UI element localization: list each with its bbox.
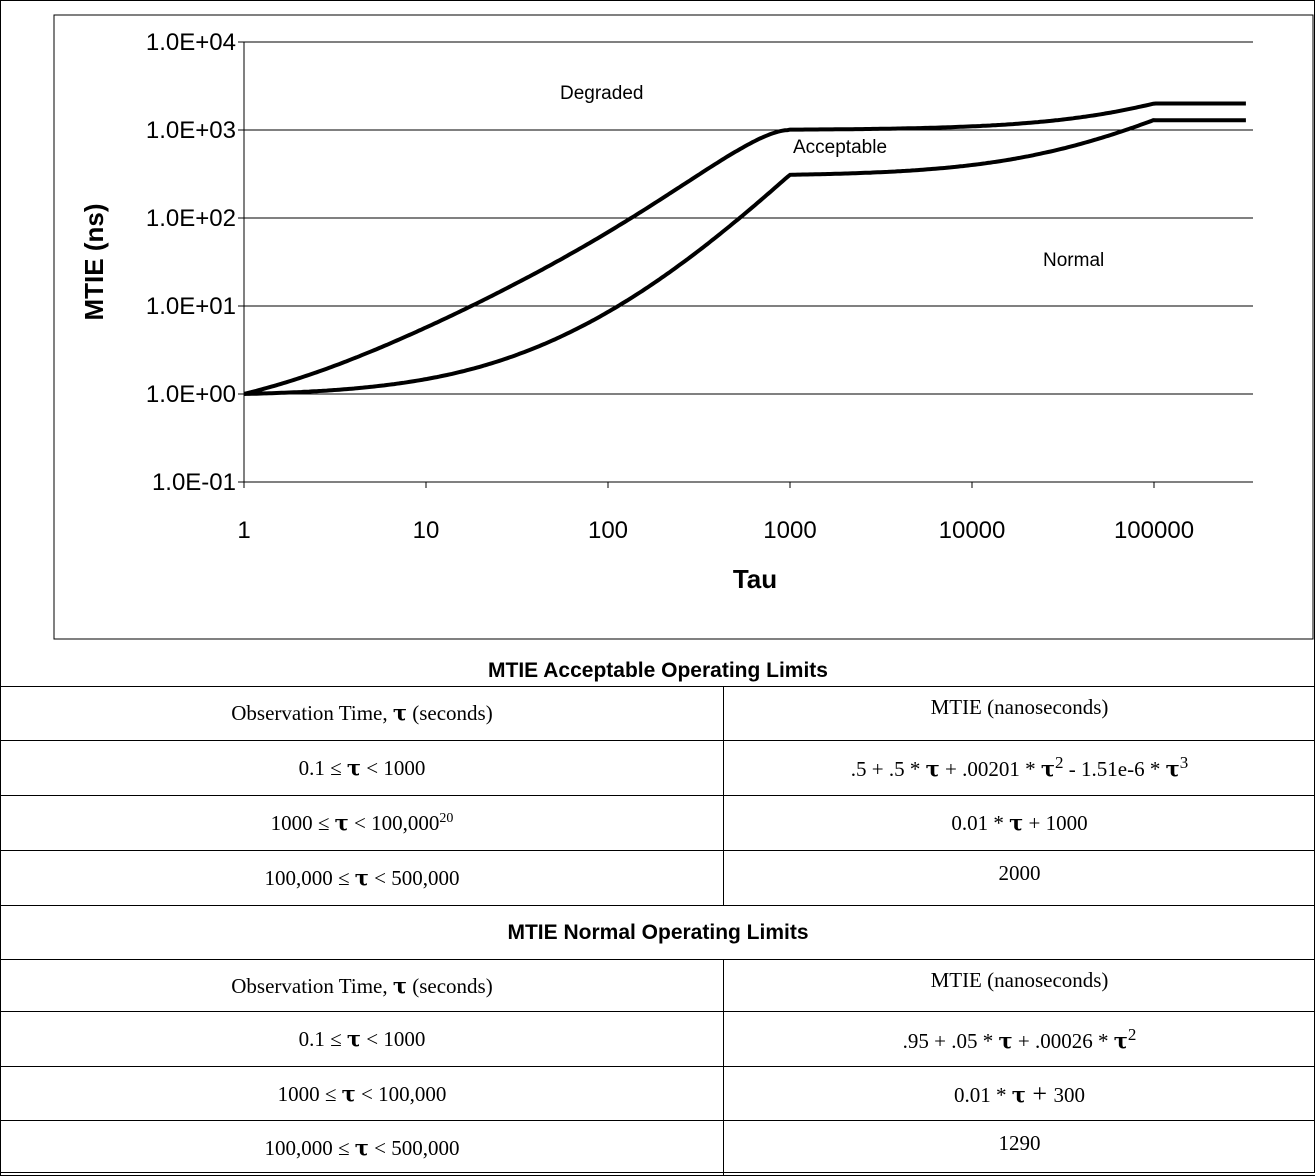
x-tick-label: 100000 [1114, 517, 1194, 544]
acceptable-row2-mtie: 0.01 * τ + 1000 [724, 795, 1315, 850]
x-tick-label: 1000 [763, 517, 816, 544]
normal-limits-table: MTIE Normal Operating Limits Observation… [0, 905, 1315, 1176]
acceptable-row3-mtie: 2000 [724, 850, 1315, 905]
mtie-chart: 1.0E-01 1.0E+00 1.0E+01 1.0E+02 1.0E+03 1.0E+… [0, 0, 1315, 660]
y-axis-label: MTIE (ns) [79, 204, 109, 321]
acceptable-col1-header: Observation Time, τ (seconds) [1, 686, 724, 740]
acceptable-table-title: MTIE Acceptable Operating Limits [1, 656, 1315, 686]
normal-row2-mtie: 0.01 * τ + 300 [724, 1067, 1315, 1121]
x-axis-label: Tau [733, 564, 777, 594]
x-tick-label: 1 [237, 517, 250, 544]
y-tick-label: 1.0E+04 [146, 29, 236, 56]
normal-row3-mtie: 1290 [724, 1121, 1315, 1176]
region-label-degraded: Degraded [560, 83, 643, 104]
normal-col2-header: MTIE (nanoseconds) [724, 960, 1315, 1012]
normal-row2-range: 1000 ≤ τ < 100,000 [1, 1067, 724, 1121]
y-tick-label: 1.0E+03 [146, 117, 236, 144]
y-tick-label: 1.0E+02 [146, 205, 236, 232]
x-tick-label: 100 [588, 517, 628, 544]
acceptable-row3-range: 100,000 ≤ τ < 500,000 [1, 850, 724, 905]
x-tick-label: 10 [413, 517, 440, 544]
normal-table-title: MTIE Normal Operating Limits [1, 906, 1315, 960]
region-label-normal: Normal [1043, 250, 1104, 271]
normal-row1-range: 0.1 ≤ τ < 1000 [1, 1012, 724, 1067]
y-tick-label: 1.0E+01 [146, 293, 236, 320]
acceptable-col2-header: MTIE (nanoseconds) [724, 686, 1315, 740]
normal-row3-range: 100,000 ≤ τ < 500,000 [1, 1121, 724, 1176]
acceptable-limits-table: MTIE Acceptable Operating Limits Observa… [0, 656, 1315, 906]
acceptable-limit-line [244, 104, 1246, 394]
region-label-acceptable: Acceptable [793, 137, 887, 158]
acceptable-row1-mtie: .5 + .5 * τ + .00201 * τ2 - 1.51e-6 * τ3 [724, 740, 1315, 795]
acceptable-row1-range: 0.1 ≤ τ < 1000 [1, 740, 724, 795]
y-tick-label: 1.0E+00 [146, 381, 236, 408]
x-tick-label: 10000 [939, 517, 1006, 544]
normal-col1-header: Observation Time, τ (seconds) [1, 960, 724, 1012]
normal-row1-mtie: .95 + .05 * τ + .00026 * τ2 [724, 1012, 1315, 1067]
y-tick-label: 1.0E-01 [152, 469, 236, 496]
acceptable-row2-range: 1000 ≤ τ < 100,00020 [1, 795, 724, 850]
